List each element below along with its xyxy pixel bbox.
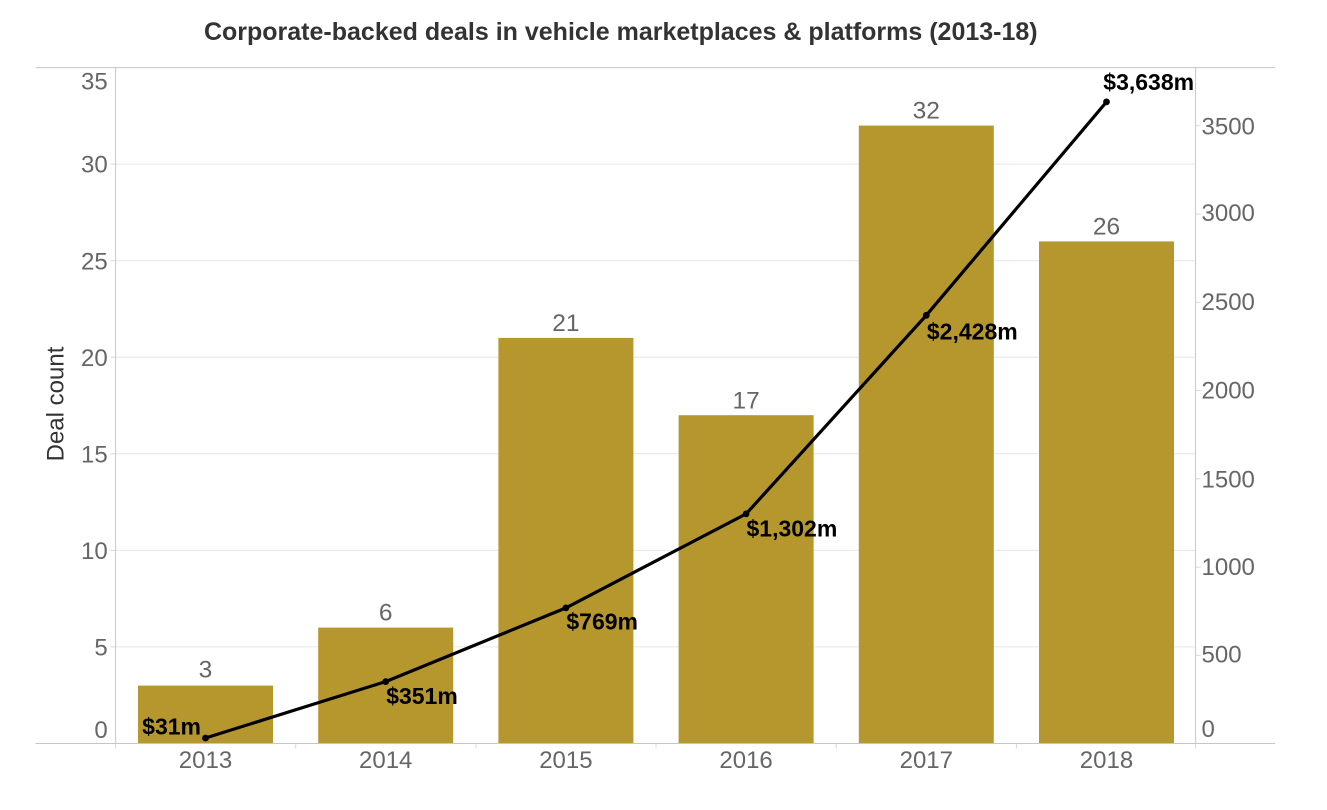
svg-text:10: 10 xyxy=(81,538,108,565)
svg-text:0: 0 xyxy=(1202,716,1215,743)
svg-text:2018: 2018 xyxy=(1080,747,1133,774)
svg-text:$769m: $769m xyxy=(566,609,638,635)
svg-text:1500: 1500 xyxy=(1202,466,1255,493)
svg-text:3500: 3500 xyxy=(1202,113,1255,140)
svg-text:Deal count: Deal count xyxy=(43,346,70,461)
svg-text:21: 21 xyxy=(552,310,579,337)
svg-text:2016: 2016 xyxy=(719,747,772,774)
svg-text:2014: 2014 xyxy=(359,747,412,774)
svg-text:$31m: $31m xyxy=(142,714,201,740)
svg-text:25: 25 xyxy=(81,248,108,275)
svg-text:$1,302m: $1,302m xyxy=(747,516,838,542)
svg-text:26: 26 xyxy=(1093,214,1120,241)
svg-text:3000: 3000 xyxy=(1202,200,1255,227)
svg-text:2500: 2500 xyxy=(1202,289,1255,316)
svg-text:5: 5 xyxy=(94,635,107,662)
svg-text:$2,428m: $2,428m xyxy=(927,319,1018,345)
svg-text:32: 32 xyxy=(913,98,940,125)
svg-text:6: 6 xyxy=(379,600,393,627)
svg-text:1000: 1000 xyxy=(1202,554,1255,581)
svg-text:15: 15 xyxy=(81,441,108,468)
svg-text:17: 17 xyxy=(732,387,759,414)
svg-text:35: 35 xyxy=(81,68,108,95)
svg-text:2000: 2000 xyxy=(1202,378,1255,405)
svg-text:2017: 2017 xyxy=(900,747,953,774)
svg-text:20: 20 xyxy=(81,345,108,372)
svg-text:$351m: $351m xyxy=(386,683,458,709)
svg-text:500: 500 xyxy=(1202,642,1242,669)
svg-text:30: 30 xyxy=(81,152,108,179)
svg-text:Corporate-backed deals in vehi: Corporate-backed deals in vehicle market… xyxy=(204,18,1038,46)
svg-text:$3,638m: $3,638m xyxy=(1103,69,1194,95)
svg-text:2013: 2013 xyxy=(179,747,232,774)
svg-text:0: 0 xyxy=(94,717,107,744)
svg-text:2015: 2015 xyxy=(539,747,592,774)
svg-text:3: 3 xyxy=(199,657,213,684)
